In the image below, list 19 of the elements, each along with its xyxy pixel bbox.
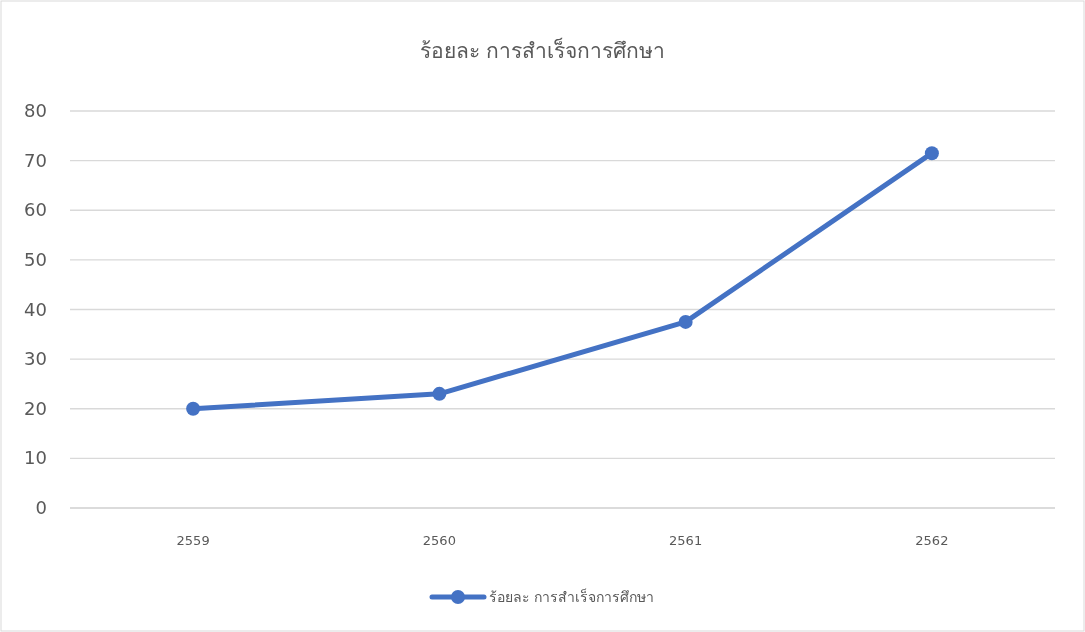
y-tick-label: 70 <box>24 149 47 171</box>
x-tick-label: 2562 <box>915 533 949 548</box>
x-tick-label: 2560 <box>422 533 456 548</box>
x-tick-label: 2561 <box>669 533 703 548</box>
y-tick-label: 80 <box>24 100 47 121</box>
y-tick-label: 0 <box>35 497 47 518</box>
y-tick-label: 20 <box>24 397 47 419</box>
y-tick-label: 40 <box>24 298 47 320</box>
y-tick-label: 50 <box>24 248 47 270</box>
point <box>186 401 201 416</box>
x-tick-label: 2559 <box>176 533 210 548</box>
y-tick-label: 30 <box>24 348 47 370</box>
point <box>678 314 693 329</box>
point <box>432 386 447 401</box>
y-tick-label: 60 <box>24 199 47 221</box>
legend-label: ร้อยละ การสำเร็จการศึกษา <box>489 588 655 605</box>
y-tick-label: 10 <box>24 447 47 469</box>
point <box>924 146 939 161</box>
chart-title: ร้อยละ การสำเร็จการศึกษา <box>419 37 666 63</box>
